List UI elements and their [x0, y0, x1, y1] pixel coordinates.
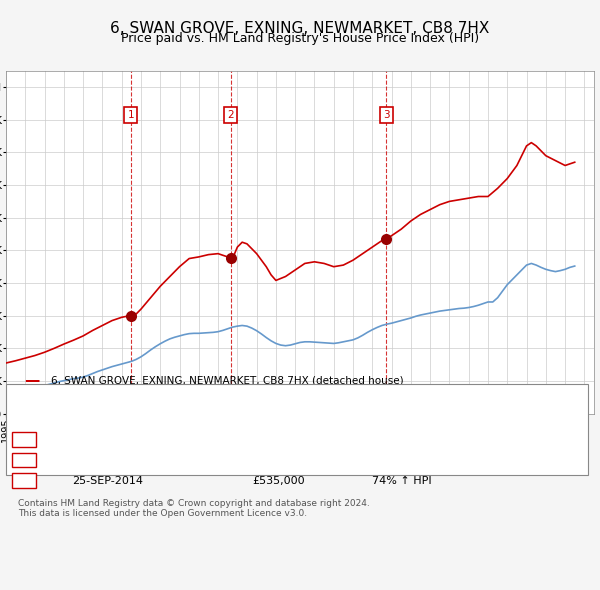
Text: 1: 1: [20, 435, 28, 444]
Text: HPI: Average price, detached house, West Suffolk: HPI: Average price, detached house, West…: [51, 394, 309, 403]
Text: 2: 2: [20, 455, 28, 465]
Text: —: —: [24, 373, 40, 388]
Text: 3: 3: [20, 476, 28, 486]
Text: —: —: [24, 391, 40, 406]
Text: £477,000: £477,000: [252, 455, 305, 465]
Text: 6, SWAN GROVE, EXNING, NEWMARKET, CB8 7HX: 6, SWAN GROVE, EXNING, NEWMARKET, CB8 7H…: [110, 21, 490, 35]
Text: Price paid vs. HM Land Registry's House Price Index (HPI): Price paid vs. HM Land Registry's House …: [121, 32, 479, 45]
Text: 22-JUN-2001: 22-JUN-2001: [72, 435, 143, 444]
Text: 90% ↑ HPI: 90% ↑ HPI: [372, 455, 431, 465]
Text: 1: 1: [127, 110, 134, 120]
Text: 24-AUG-2006: 24-AUG-2006: [72, 455, 146, 465]
Text: 6, SWAN GROVE, EXNING, NEWMARKET, CB8 7HX (detached house): 6, SWAN GROVE, EXNING, NEWMARKET, CB8 7H…: [51, 376, 404, 385]
Text: 25-SEP-2014: 25-SEP-2014: [72, 476, 143, 486]
Text: Contains HM Land Registry data © Crown copyright and database right 2024.
This d: Contains HM Land Registry data © Crown c…: [18, 499, 370, 518]
Text: 106% ↑ HPI: 106% ↑ HPI: [372, 435, 439, 444]
Text: £300,000: £300,000: [252, 435, 305, 444]
Text: £535,000: £535,000: [252, 476, 305, 486]
Text: 3: 3: [383, 110, 389, 120]
Text: 74% ↑ HPI: 74% ↑ HPI: [372, 476, 431, 486]
Text: 2: 2: [227, 110, 234, 120]
